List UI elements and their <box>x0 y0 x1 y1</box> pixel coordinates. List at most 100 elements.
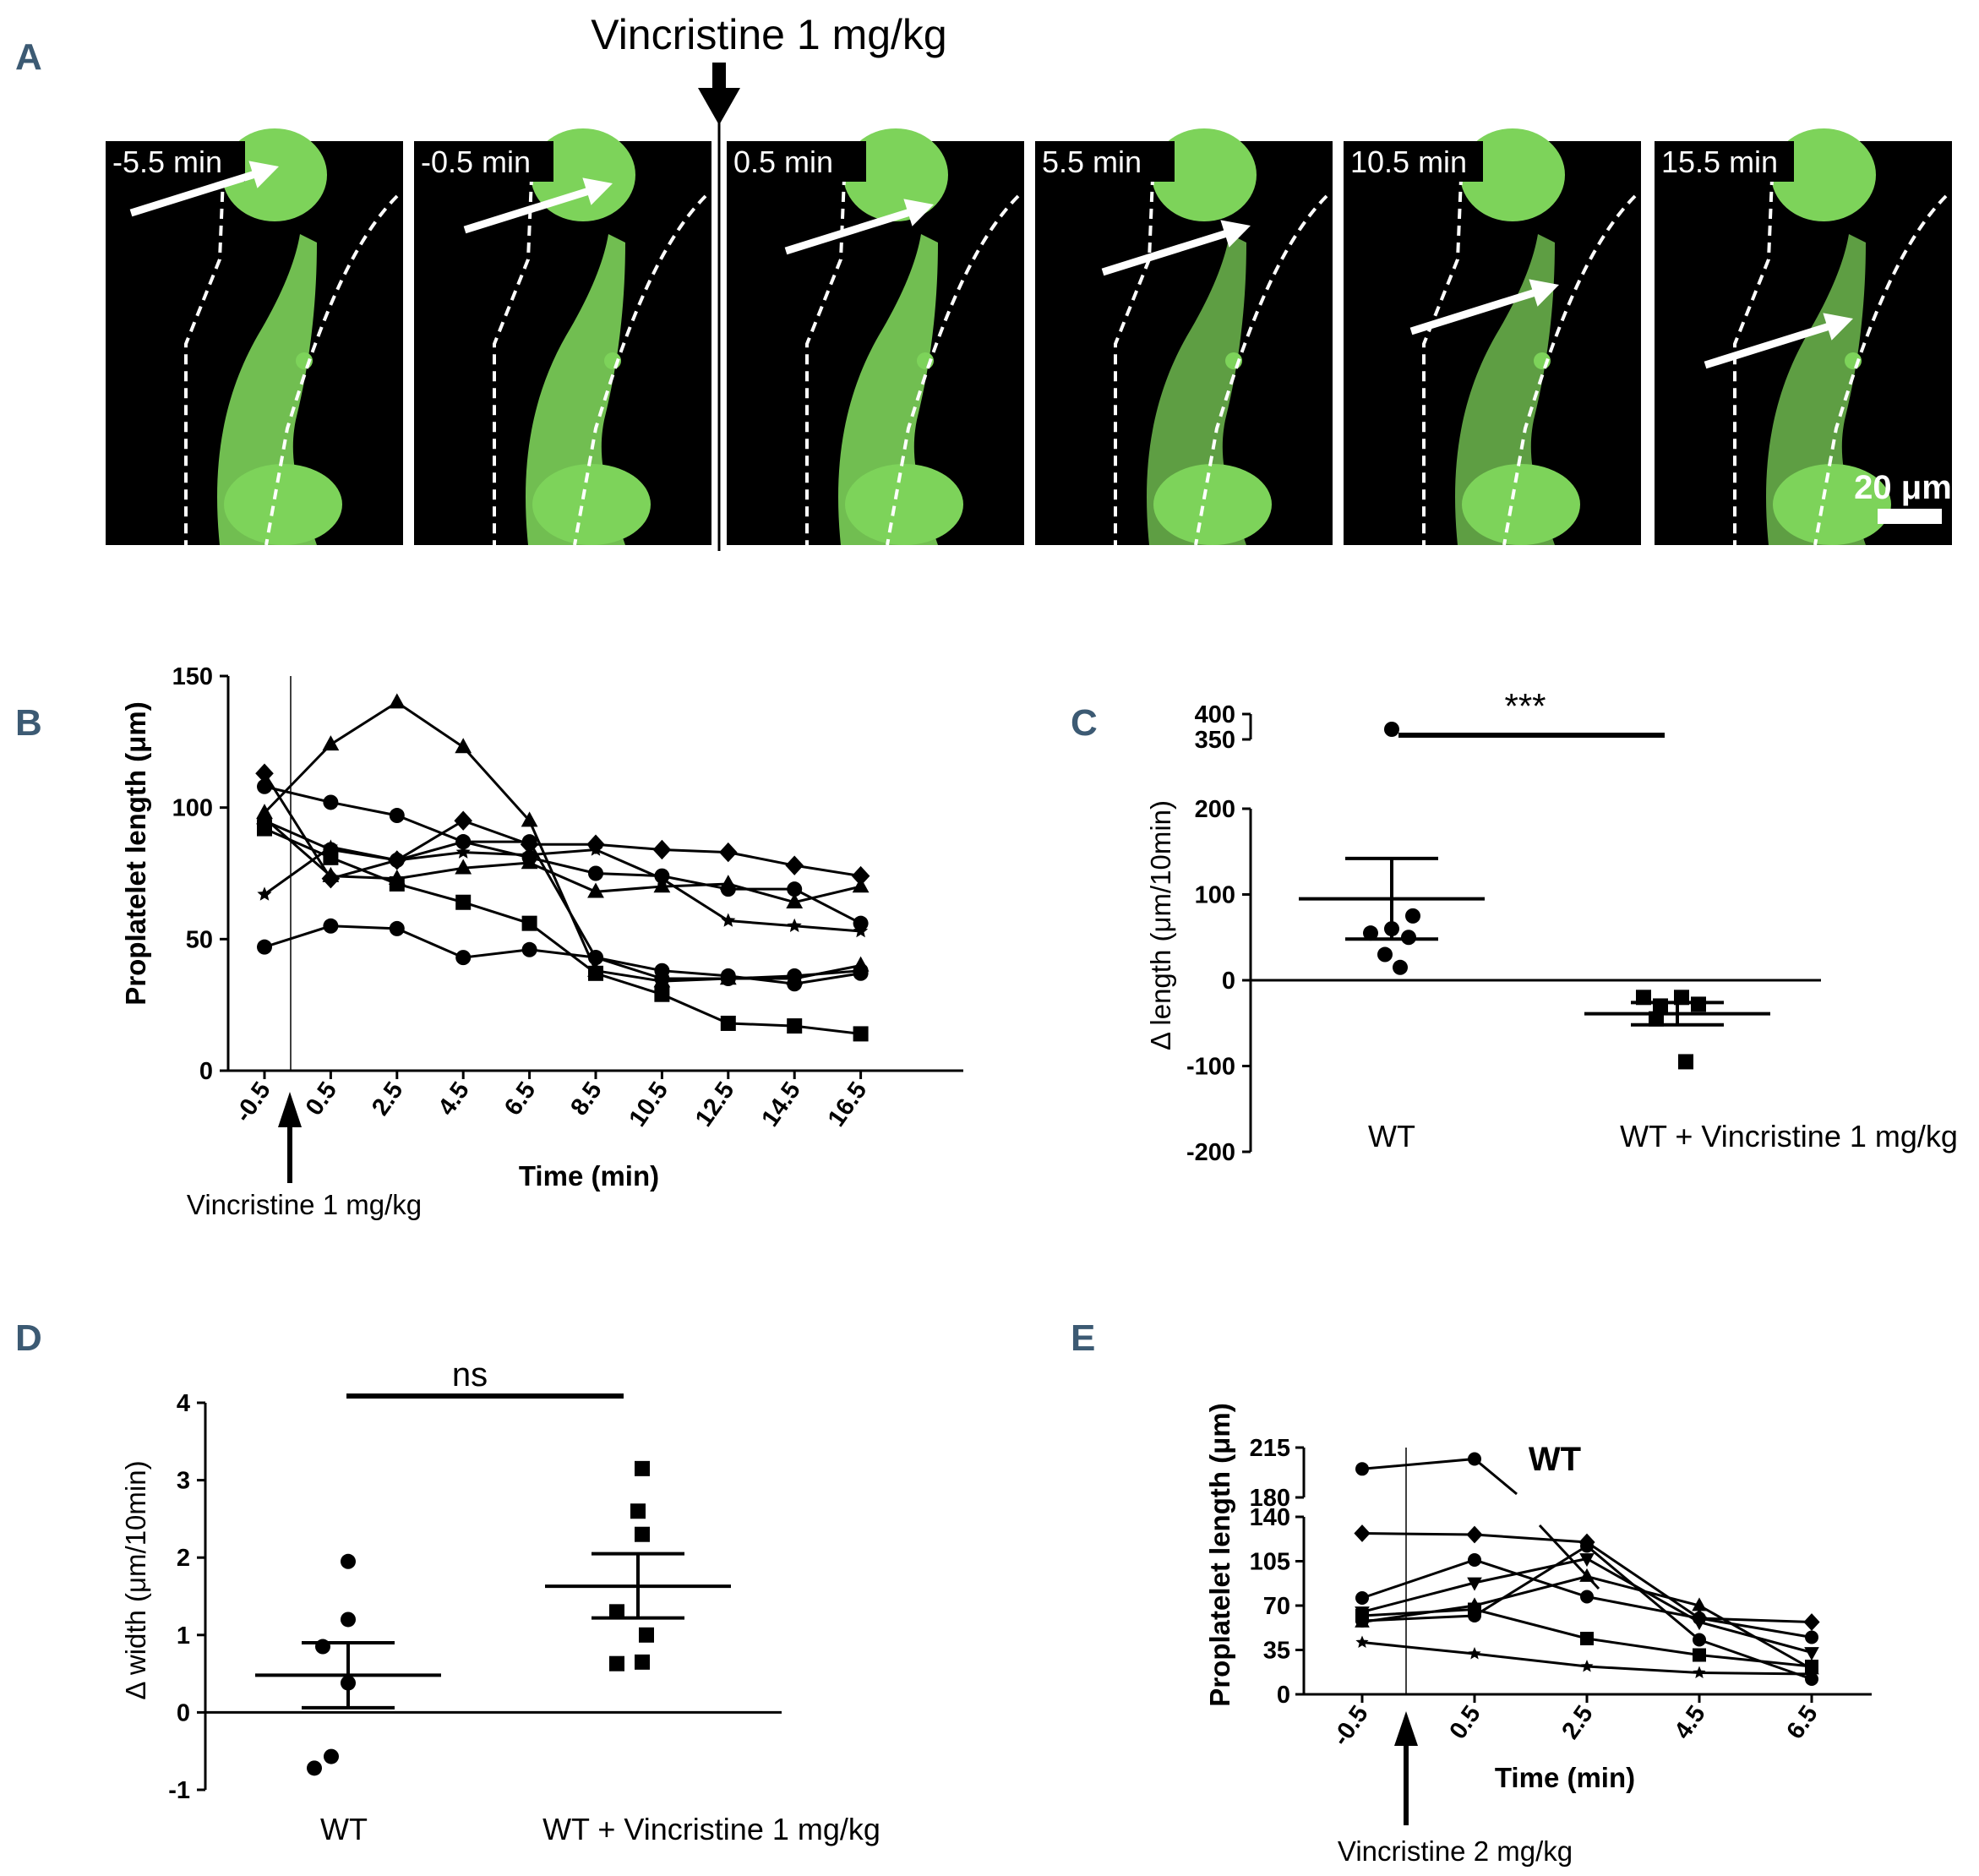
panel-b-x-tick-label: 4.5 <box>433 1077 475 1121</box>
panel-e-data-point <box>1692 1617 1707 1631</box>
panel-d-data-point <box>341 1612 356 1628</box>
panel-b-data-point <box>785 855 804 875</box>
microscopy-frame: 15.5 min <box>1655 128 1952 546</box>
panel-e-y-axis-label: Proplatelet length (μm) <box>1204 1403 1235 1706</box>
treatment-label: Vincristine 1 mg/kg <box>591 11 946 58</box>
panel-e-data-point <box>1693 1648 1706 1662</box>
microscopy-frame: 0.5 min <box>727 128 1024 546</box>
panel-d-data-point <box>307 1760 322 1776</box>
cell-body <box>222 128 327 221</box>
panel-letter-c: C <box>1071 702 1098 744</box>
panel-b-data-point <box>455 834 472 850</box>
panel-d-data-point <box>341 1675 356 1691</box>
frame-time-label: 0.5 min <box>733 145 833 179</box>
frame-label-box <box>1344 141 1483 182</box>
arrow-icon <box>129 161 279 217</box>
panel-d-y-tick-label: 3 <box>177 1468 190 1495</box>
panel-e-chart: Proplatelet length (μm) Time (min) Vincr… <box>1204 1403 1872 1867</box>
panel-c-category-wt: WT <box>1368 1119 1415 1153</box>
panel-b-data-point <box>588 842 603 856</box>
panel-b-y-tick-label: 150 <box>172 663 213 690</box>
frame-time-label: 10.5 min <box>1350 145 1467 179</box>
panel-letter-d: D <box>15 1317 42 1359</box>
panel-e-y-tick-label: 180 <box>1250 1485 1290 1512</box>
panel-c-y-axis-label: Δ length (μm/10min) <box>1145 800 1176 1050</box>
proplatelet-base <box>532 464 651 545</box>
panel-c-data-point <box>1401 930 1416 946</box>
panel-c-significance: *** <box>1504 686 1546 726</box>
panel-c-data-point <box>1384 722 1399 737</box>
panel-c-y-tick-label: 200 <box>1195 796 1235 823</box>
panel-e-data-point <box>1468 1452 1481 1466</box>
panel-e-legend-text: WT <box>1529 1441 1581 1478</box>
panel-e-y-tick-label: 0 <box>1277 1682 1290 1709</box>
panel-b-series-line <box>264 827 861 1035</box>
panel-b-data-point <box>587 882 604 898</box>
panel-e-data-point <box>1692 1597 1707 1612</box>
panel-e-y-tick-label: 140 <box>1250 1504 1290 1531</box>
panel-b-data-point <box>323 794 339 810</box>
panel-b-series-line <box>264 819 862 924</box>
scale-bar-label: 20 μm <box>1854 469 1952 506</box>
panel-c-y-tick-label: -200 <box>1186 1139 1235 1166</box>
panel-e-data-point <box>1579 1553 1595 1568</box>
panel-b-data-point <box>257 886 272 901</box>
panel-d-data-point <box>639 1627 654 1643</box>
panel-e-data-point <box>1466 1525 1483 1544</box>
panel-c-data-point <box>1674 990 1689 1006</box>
panel-c-data-point <box>1405 908 1420 924</box>
panel-b-arrow-icon <box>278 1092 302 1183</box>
panel-letter-a: A <box>15 36 42 78</box>
panel-d-y-tick-label: -1 <box>168 1777 190 1804</box>
panel-c-y-tick-label: 350 <box>1195 727 1235 754</box>
panel-b-x-tick-label: 6.5 <box>499 1077 541 1121</box>
panel-b-data-point <box>654 868 670 884</box>
panel-b-data-point <box>454 810 472 831</box>
frame-label-box <box>727 141 866 182</box>
panel-b-y-tick-label: 50 <box>186 926 213 953</box>
panel-a-microscopy: Vincristine 1 mg/kg -5.5 min -0.5 min 0.5 … <box>106 11 1952 551</box>
panel-b-data-point <box>257 778 272 794</box>
panel-b-x-tick-label: 12.5 <box>690 1077 740 1132</box>
panel-b-x-tick-label: 14.5 <box>756 1077 806 1132</box>
panel-d-data-point <box>315 1639 330 1655</box>
panel-b-data-point <box>720 971 736 987</box>
panel-b-data-point <box>389 852 405 868</box>
panel-b-y-tick-label: 100 <box>172 795 213 822</box>
panel-e-data-point <box>1805 1660 1818 1673</box>
panel-b-data-point <box>257 813 272 829</box>
panel-e-y-tick-label: 35 <box>1263 1638 1290 1665</box>
panel-d-data-point <box>630 1503 646 1519</box>
panel-b-data-point <box>257 939 272 955</box>
panel-e-data-point <box>1805 1672 1818 1686</box>
panel-b-x-tick-label: -0.5 <box>230 1077 276 1127</box>
panel-e-x-axis-label: Time (min) <box>1495 1762 1635 1793</box>
panel-d-data-point <box>635 1654 650 1670</box>
panel-e-data-point <box>1579 1568 1595 1582</box>
panel-b-data-point <box>322 866 340 882</box>
panel-e-annotation: Vincristine 2 mg/kg <box>1338 1835 1573 1867</box>
panel-b-data-point <box>322 735 340 751</box>
panel-c-data-point <box>1363 925 1378 941</box>
panel-e-series-line <box>1361 1457 1518 1496</box>
panel-b-y-tick-label: 0 <box>199 1058 213 1085</box>
panel-d-data-point <box>635 1460 650 1476</box>
panel-b-data-point <box>455 894 472 910</box>
panel-d-data-point <box>341 1553 356 1569</box>
panel-c-category-vincristine: WT + Vincristine 1 mg/kg <box>1620 1119 1958 1153</box>
panel-d-y-axis-label: Δ width (μm/10min) <box>120 1460 151 1699</box>
panel-b-series-line <box>264 816 861 904</box>
panel-b-data-point <box>323 842 339 858</box>
vessel-outline-right <box>886 194 1020 546</box>
panel-b-data-point <box>653 877 671 893</box>
panel-d-significance: ns <box>452 1356 488 1393</box>
panel-e-data-point <box>1580 1539 1594 1553</box>
frame-time-label: 5.5 min <box>1042 145 1142 179</box>
panel-b-series-line <box>264 924 861 980</box>
vessel-outline-left <box>1114 157 1155 545</box>
panel-d-y-tick-label: 2 <box>177 1545 190 1572</box>
panel-c-data-point <box>1691 996 1706 1012</box>
vessel-outline-right <box>1502 194 1637 546</box>
panel-c-y-tick-label: 100 <box>1195 882 1235 909</box>
panel-b-data-point <box>588 950 603 966</box>
